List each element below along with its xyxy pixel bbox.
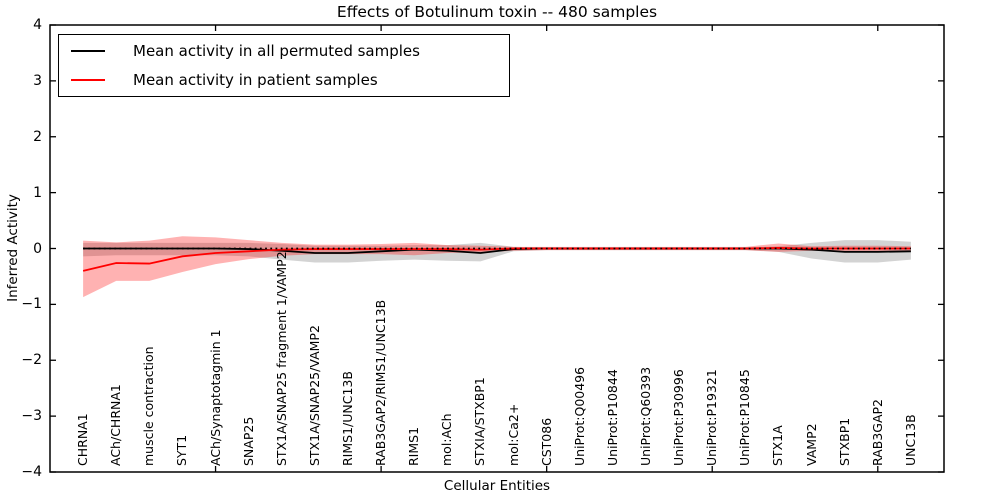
legend-label: Mean activity in all permuted samples: [133, 41, 420, 60]
chart-title: Effects of Botulinum toxin -- 480 sample…: [336, 3, 658, 21]
permuted-line-swatch: [71, 49, 105, 52]
x-tick-label: STXIA/STXBP1: [472, 377, 488, 466]
x-axis-label: Cellular Entities: [443, 478, 551, 494]
x-tick-label: CST086: [538, 417, 554, 466]
y-tick-label: 2: [33, 128, 42, 145]
y-tick-label: 0: [33, 240, 42, 257]
y-tick-label: −1: [21, 296, 42, 313]
y-tick-label: 3: [33, 72, 42, 89]
x-tick-label: STXBP1: [836, 417, 852, 466]
x-tick-label: UniProt:P30996: [671, 369, 687, 466]
x-tick-label: UniProt:P10844: [604, 369, 620, 466]
x-tick-label: UniProt:P19321: [704, 369, 720, 466]
legend-label: Mean activity in patient samples: [133, 71, 378, 90]
y-tick-label: −4: [21, 464, 42, 480]
y-tick-label: −2: [21, 352, 42, 369]
legend-item-patient: Mean activity in patient samples: [59, 66, 509, 94]
x-tick-label: UniProt:Q60393: [638, 366, 653, 466]
x-tick-label: SNAP25: [240, 416, 256, 466]
x-tick-label: RAB3GAP2: [869, 399, 885, 466]
x-tick-label: ACh/Synaptotagmin 1: [207, 329, 223, 466]
x-tick-label: RIMS1: [406, 426, 422, 466]
x-tick-label: UNC13B: [902, 414, 918, 466]
x-tick-label: ACh/CHRNA1: [108, 384, 124, 466]
legend-item-permuted: Mean activity in all permuted samples: [59, 37, 509, 65]
x-tick-label: UniProt:P10845: [737, 369, 753, 466]
x-tick-label: RIMS1/UNC13B: [340, 371, 355, 466]
x-tick-label: muscle contraction: [141, 346, 157, 466]
x-tick-label: RAB3GAP2/RIMS1/UNC13B: [373, 299, 389, 466]
x-tick-label: VAMP2: [803, 423, 819, 466]
y-tick-label: 1: [33, 184, 42, 201]
x-tick-label: mol:ACh: [439, 413, 455, 467]
mean-line-patient: [82, 247, 911, 272]
x-tick-label: UniProt:Q00496: [571, 366, 587, 466]
patient-line-swatch: [71, 79, 105, 82]
legend: Mean activity in all permuted samples Me…: [58, 34, 510, 97]
x-tick-label: SYT1: [174, 434, 190, 466]
y-tick-label: 4: [33, 17, 42, 33]
y-tick-label: −3: [21, 408, 42, 425]
x-tick-label: STX1A: [770, 425, 786, 466]
x-tick-label: STX1A/SNAP25/VAMP2: [306, 325, 322, 466]
x-tick-label: mol:Ca2+: [505, 403, 521, 466]
x-tick-label: CHRNA1: [75, 413, 91, 466]
x-tick-label: STX1A/SNAP25 fragment 1/VAMP2: [273, 251, 289, 466]
